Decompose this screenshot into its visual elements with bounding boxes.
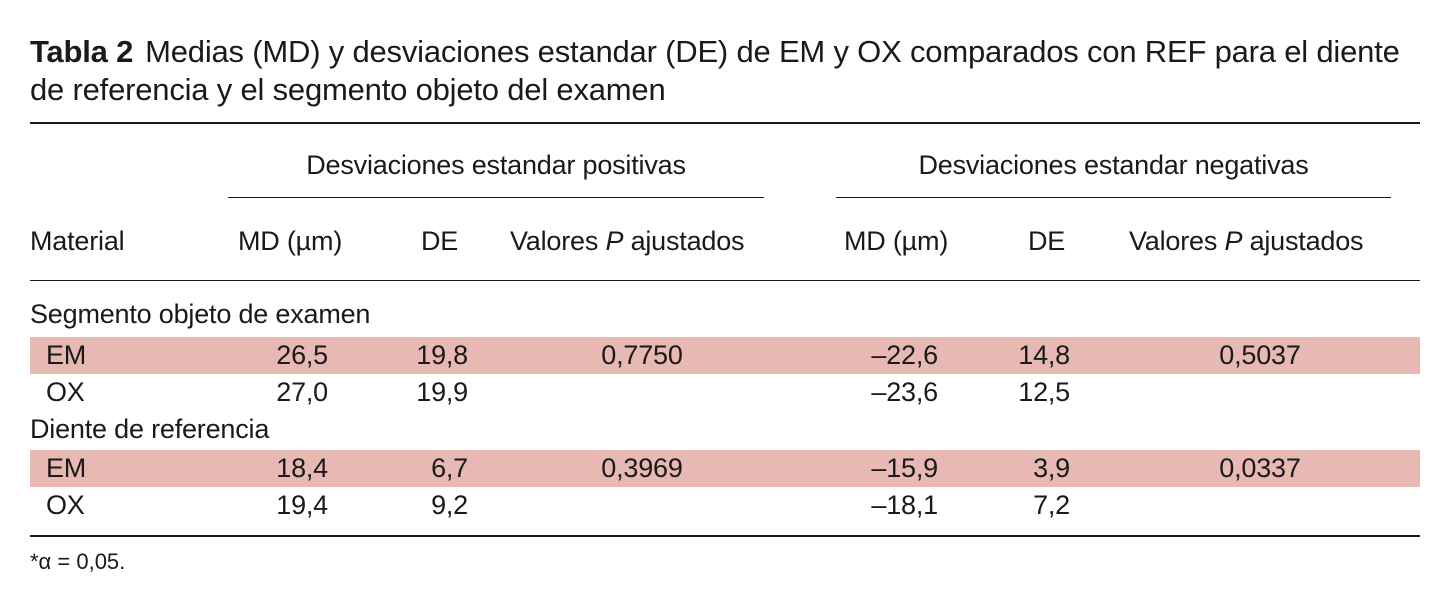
row-material: EM [46, 340, 87, 370]
cell-pos-p: 0,3969 [601, 453, 683, 483]
cell-pos-md: 27,0 [276, 377, 328, 407]
header-neg-p-prefix: Valores [1129, 226, 1225, 256]
cell-pos-md: 18,4 [276, 453, 328, 483]
header-neg-de: DE [1028, 226, 1066, 256]
header-neg-p-suffix: ajustados [1242, 226, 1364, 256]
cell-neg-md: –23,6 [871, 377, 938, 407]
highlight-band [30, 337, 1420, 374]
cell-pos-de: 19,9 [416, 377, 468, 407]
cell-pos-de: 19,8 [416, 340, 468, 370]
cell-neg-de: 3,9 [1033, 453, 1070, 483]
table-title: Medias (MD) y desviaciones estandar (DE)… [30, 34, 1400, 107]
row-material: OX [46, 490, 85, 520]
cell-neg-md: –22,6 [871, 340, 938, 370]
header-pos-p-suffix: ajustados [623, 226, 745, 256]
cell-neg-de: 7,2 [1033, 490, 1070, 520]
header-material: Material [30, 226, 125, 256]
cell-neg-de: 12,5 [1018, 377, 1070, 407]
bottom-rule [30, 535, 1420, 537]
cell-neg-md: –15,9 [871, 453, 938, 483]
cell-pos-md: 19,4 [276, 490, 328, 520]
header-pos-md: MD (µm) [238, 226, 343, 256]
row-material: EM [46, 453, 87, 483]
header-neg-p: Valores P ajustados [1129, 225, 1364, 257]
cell-pos-de: 9,2 [431, 490, 468, 520]
cell-neg-p: 0,5037 [1219, 340, 1301, 370]
row-material: OX [46, 377, 85, 407]
table-number: Tabla 2 [30, 34, 134, 69]
header-pos-de: DE [421, 226, 459, 256]
highlight-band [30, 450, 1420, 487]
cell-pos-de: 6,7 [431, 453, 468, 483]
header-group-positive: Desviaciones estandar positivas [306, 150, 686, 180]
section-title: Diente de referencia [30, 414, 270, 444]
top-rule [30, 122, 1420, 124]
cell-neg-de: 14,8 [1018, 340, 1070, 370]
header-neg-md: MD (µm) [844, 226, 949, 256]
group-negative-rule [836, 197, 1391, 198]
footnote: *α = 0,05. [30, 549, 126, 574]
table-caption: Tabla 2 Medias (MD) y desviaciones estand… [30, 33, 1420, 109]
cell-pos-p: 0,7750 [601, 340, 683, 370]
section-title: Segmento objeto de examen [30, 299, 371, 329]
header-rule [30, 280, 1420, 281]
cell-pos-md: 26,5 [276, 340, 328, 370]
cell-neg-p: 0,0337 [1219, 453, 1301, 483]
header-pos-p: Valores P ajustados [510, 225, 745, 257]
group-positive-rule [228, 197, 764, 198]
header-pos-p-prefix: Valores [510, 226, 606, 256]
header-group-negative: Desviaciones estandar negativas [918, 150, 1309, 180]
cell-neg-md: –18,1 [871, 490, 938, 520]
header-pos-p-italic: P [605, 226, 624, 256]
header-neg-p-italic: P [1224, 226, 1243, 256]
